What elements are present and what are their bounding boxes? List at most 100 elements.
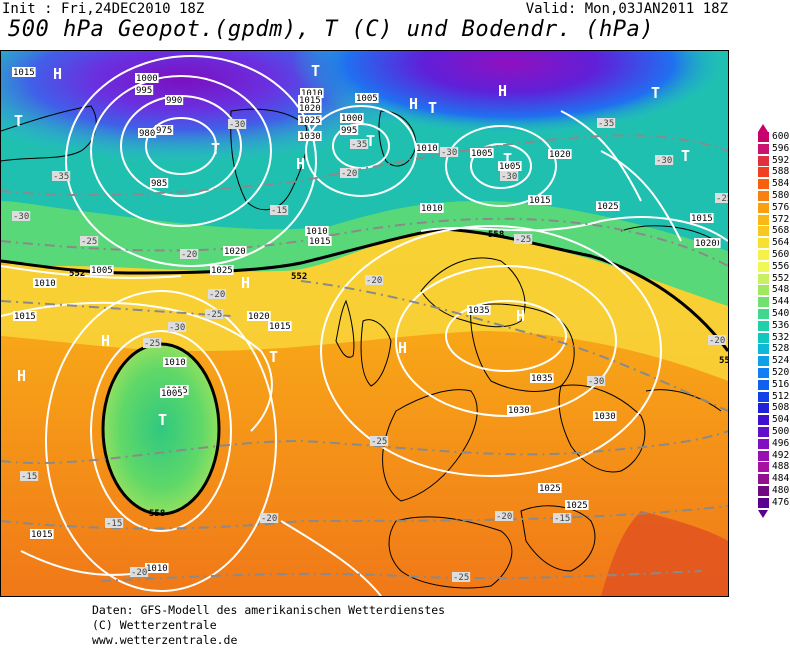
data-source-line: Daten: GFS-Modell des amerikanischen Wet… — [92, 603, 446, 617]
pressure-label: 1010 — [301, 89, 323, 99]
temperature-label-bg — [514, 234, 533, 244]
pressure-label: 1015 — [309, 237, 331, 247]
temperature-label: -25 — [144, 339, 160, 349]
pressure-label-bg — [12, 67, 36, 77]
pressure-label: 1015 — [31, 530, 53, 540]
legend-swatch — [758, 297, 769, 308]
temperature-label: -20 — [366, 276, 382, 286]
legend-swatch — [758, 462, 769, 473]
pressure-label-bg — [507, 405, 531, 415]
temperature-label-bg — [168, 322, 187, 332]
low-pressure-marker: T — [158, 411, 167, 429]
legend-label: 476 — [772, 496, 790, 508]
pressure-label-bg — [13, 311, 37, 321]
pressure-label: 975 — [156, 126, 172, 136]
legend-swatch — [758, 438, 769, 449]
low-pressure-marker: T — [681, 147, 690, 165]
legend-swatch — [758, 403, 769, 414]
temperature-label-bg — [205, 309, 224, 319]
pressure-label-bg — [355, 93, 379, 103]
temperature-label: -25 — [206, 310, 222, 320]
legend-swatch — [758, 309, 769, 319]
legend-label: 512 — [772, 390, 790, 402]
temperature-label: -15 — [21, 472, 37, 482]
pressure-label-bg — [694, 238, 718, 248]
temperature-label-bg — [52, 171, 71, 181]
pressure-label: 990 — [166, 96, 182, 106]
pressure-label-bg — [223, 246, 247, 256]
pressure-label-bg — [160, 388, 184, 398]
legend-swatch — [758, 261, 769, 272]
pressure-label-bg — [420, 203, 444, 213]
temperature-label: -35 — [351, 140, 367, 150]
temperature-label-bg — [340, 168, 359, 178]
pressure-label: 1035 — [468, 306, 490, 316]
legend-label: 568 — [772, 225, 790, 237]
pressure-label-bg — [30, 529, 54, 539]
temperature-label: -25 — [371, 437, 387, 447]
pressure-label-bg — [298, 131, 322, 141]
legend-swatch — [758, 497, 769, 508]
legend-swatch — [758, 273, 769, 284]
high-pressure-marker: H — [241, 274, 250, 292]
high-pressure-marker: H — [101, 332, 110, 350]
temperature-label: -15 — [554, 514, 570, 524]
temperature-label-bg — [143, 338, 162, 348]
valid-time: Valid: Mon,03JAN2011 18Z — [525, 1, 728, 17]
pressure-label-bg — [247, 311, 271, 321]
pressure-label-bg — [298, 103, 322, 113]
legend-label: 528 — [772, 343, 790, 355]
legend-swatch — [758, 155, 769, 166]
polar-low-east — [1, 51, 728, 291]
pressure-label-bg — [135, 73, 159, 83]
pressure-label: 1010 — [306, 227, 328, 237]
legend-label: 588 — [772, 166, 790, 178]
legend-swatch — [758, 356, 769, 367]
pressure-label: 980 — [139, 129, 155, 139]
temperature-label: -30 — [656, 156, 672, 166]
legend-label: 532 — [772, 331, 790, 343]
pressure-label-bg — [155, 125, 174, 135]
pressure-label-bg — [415, 143, 439, 153]
geopotential-label: 558 — [488, 230, 504, 240]
pressure-label: 985 — [151, 179, 167, 189]
temperature-label: -30 — [229, 120, 245, 130]
color-legend: 600 596 592 588 584 580 576 572 568 564 560 556 552 5… — [755, 124, 790, 522]
high-pressure-marker: H — [53, 65, 62, 83]
temperature-label: -25 — [716, 194, 728, 204]
pressure-label-bg — [593, 411, 617, 421]
legend-label: 576 — [772, 201, 790, 213]
pressure-label: 1035 — [531, 374, 553, 384]
legend-swatch — [758, 344, 769, 355]
legend-label: 540 — [772, 308, 790, 319]
pressure-label: 1010 — [164, 358, 186, 368]
weather-map: 1015 1000 995 990 985 980 975 1010 1015 1020 1025 1… — [0, 50, 729, 597]
pressure-label-bg — [163, 357, 187, 367]
temperature-label-bg — [587, 376, 606, 386]
pressure-label: 1015 — [691, 214, 713, 224]
legend-swatch — [758, 332, 769, 343]
legend-swatch — [758, 368, 769, 378]
temperature-label-bg — [553, 513, 572, 523]
legend-swatch — [758, 226, 769, 237]
legend-label: 580 — [772, 190, 790, 201]
legend-label: 556 — [772, 260, 790, 272]
temperature-label: -15 — [271, 206, 287, 216]
legend-label: 548 — [772, 284, 790, 296]
pressure-label: 1030 — [299, 132, 321, 142]
legend-label: 536 — [772, 319, 790, 331]
pressure-label-bg — [548, 149, 572, 159]
legend-swatch — [758, 391, 769, 402]
pressure-label: 1005 — [91, 266, 113, 276]
legend-label: 504 — [772, 414, 790, 426]
temperature-label: -20 — [261, 514, 277, 524]
isobars — [1, 55, 728, 596]
legend-label: 572 — [772, 213, 790, 225]
temperature-label: -20 — [496, 512, 512, 522]
pressure-label-bg — [565, 500, 589, 510]
legend-swatch — [758, 379, 769, 390]
legend-swatch — [758, 214, 769, 225]
legend-label: 584 — [772, 178, 790, 190]
pressure-label: 1015 — [299, 96, 321, 106]
